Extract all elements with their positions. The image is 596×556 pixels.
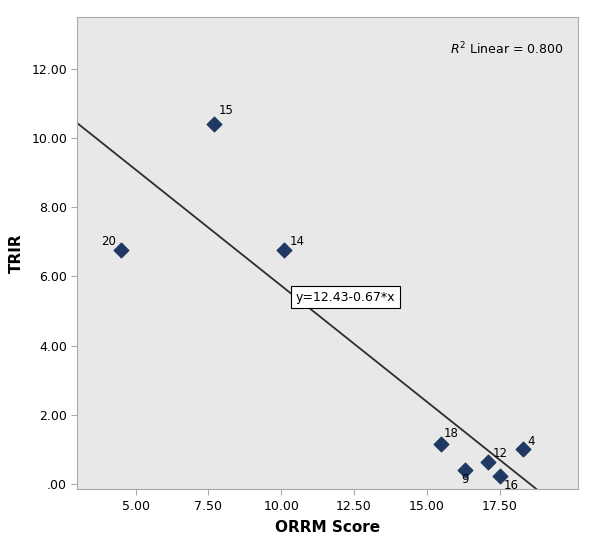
Point xyxy=(210,120,219,128)
Text: 12: 12 xyxy=(492,448,507,460)
Text: $R^2$ Linear = 0.800: $R^2$ Linear = 0.800 xyxy=(450,41,563,57)
Point xyxy=(116,246,126,255)
X-axis label: ORRM Score: ORRM Score xyxy=(275,520,380,535)
Text: 16: 16 xyxy=(504,479,519,492)
Text: 4: 4 xyxy=(527,435,535,448)
Text: 14: 14 xyxy=(290,235,305,248)
Point xyxy=(495,472,504,481)
Point xyxy=(460,465,470,474)
Point xyxy=(436,440,446,449)
Point xyxy=(483,457,493,466)
Y-axis label: TRIR: TRIR xyxy=(10,233,24,273)
Text: 18: 18 xyxy=(443,426,458,440)
Text: y=12.43-0.67*x: y=12.43-0.67*x xyxy=(296,291,395,304)
Text: 15: 15 xyxy=(219,105,234,117)
Point xyxy=(280,246,289,255)
Point xyxy=(518,445,527,454)
Text: 20: 20 xyxy=(101,235,116,248)
Text: 9: 9 xyxy=(462,473,469,486)
